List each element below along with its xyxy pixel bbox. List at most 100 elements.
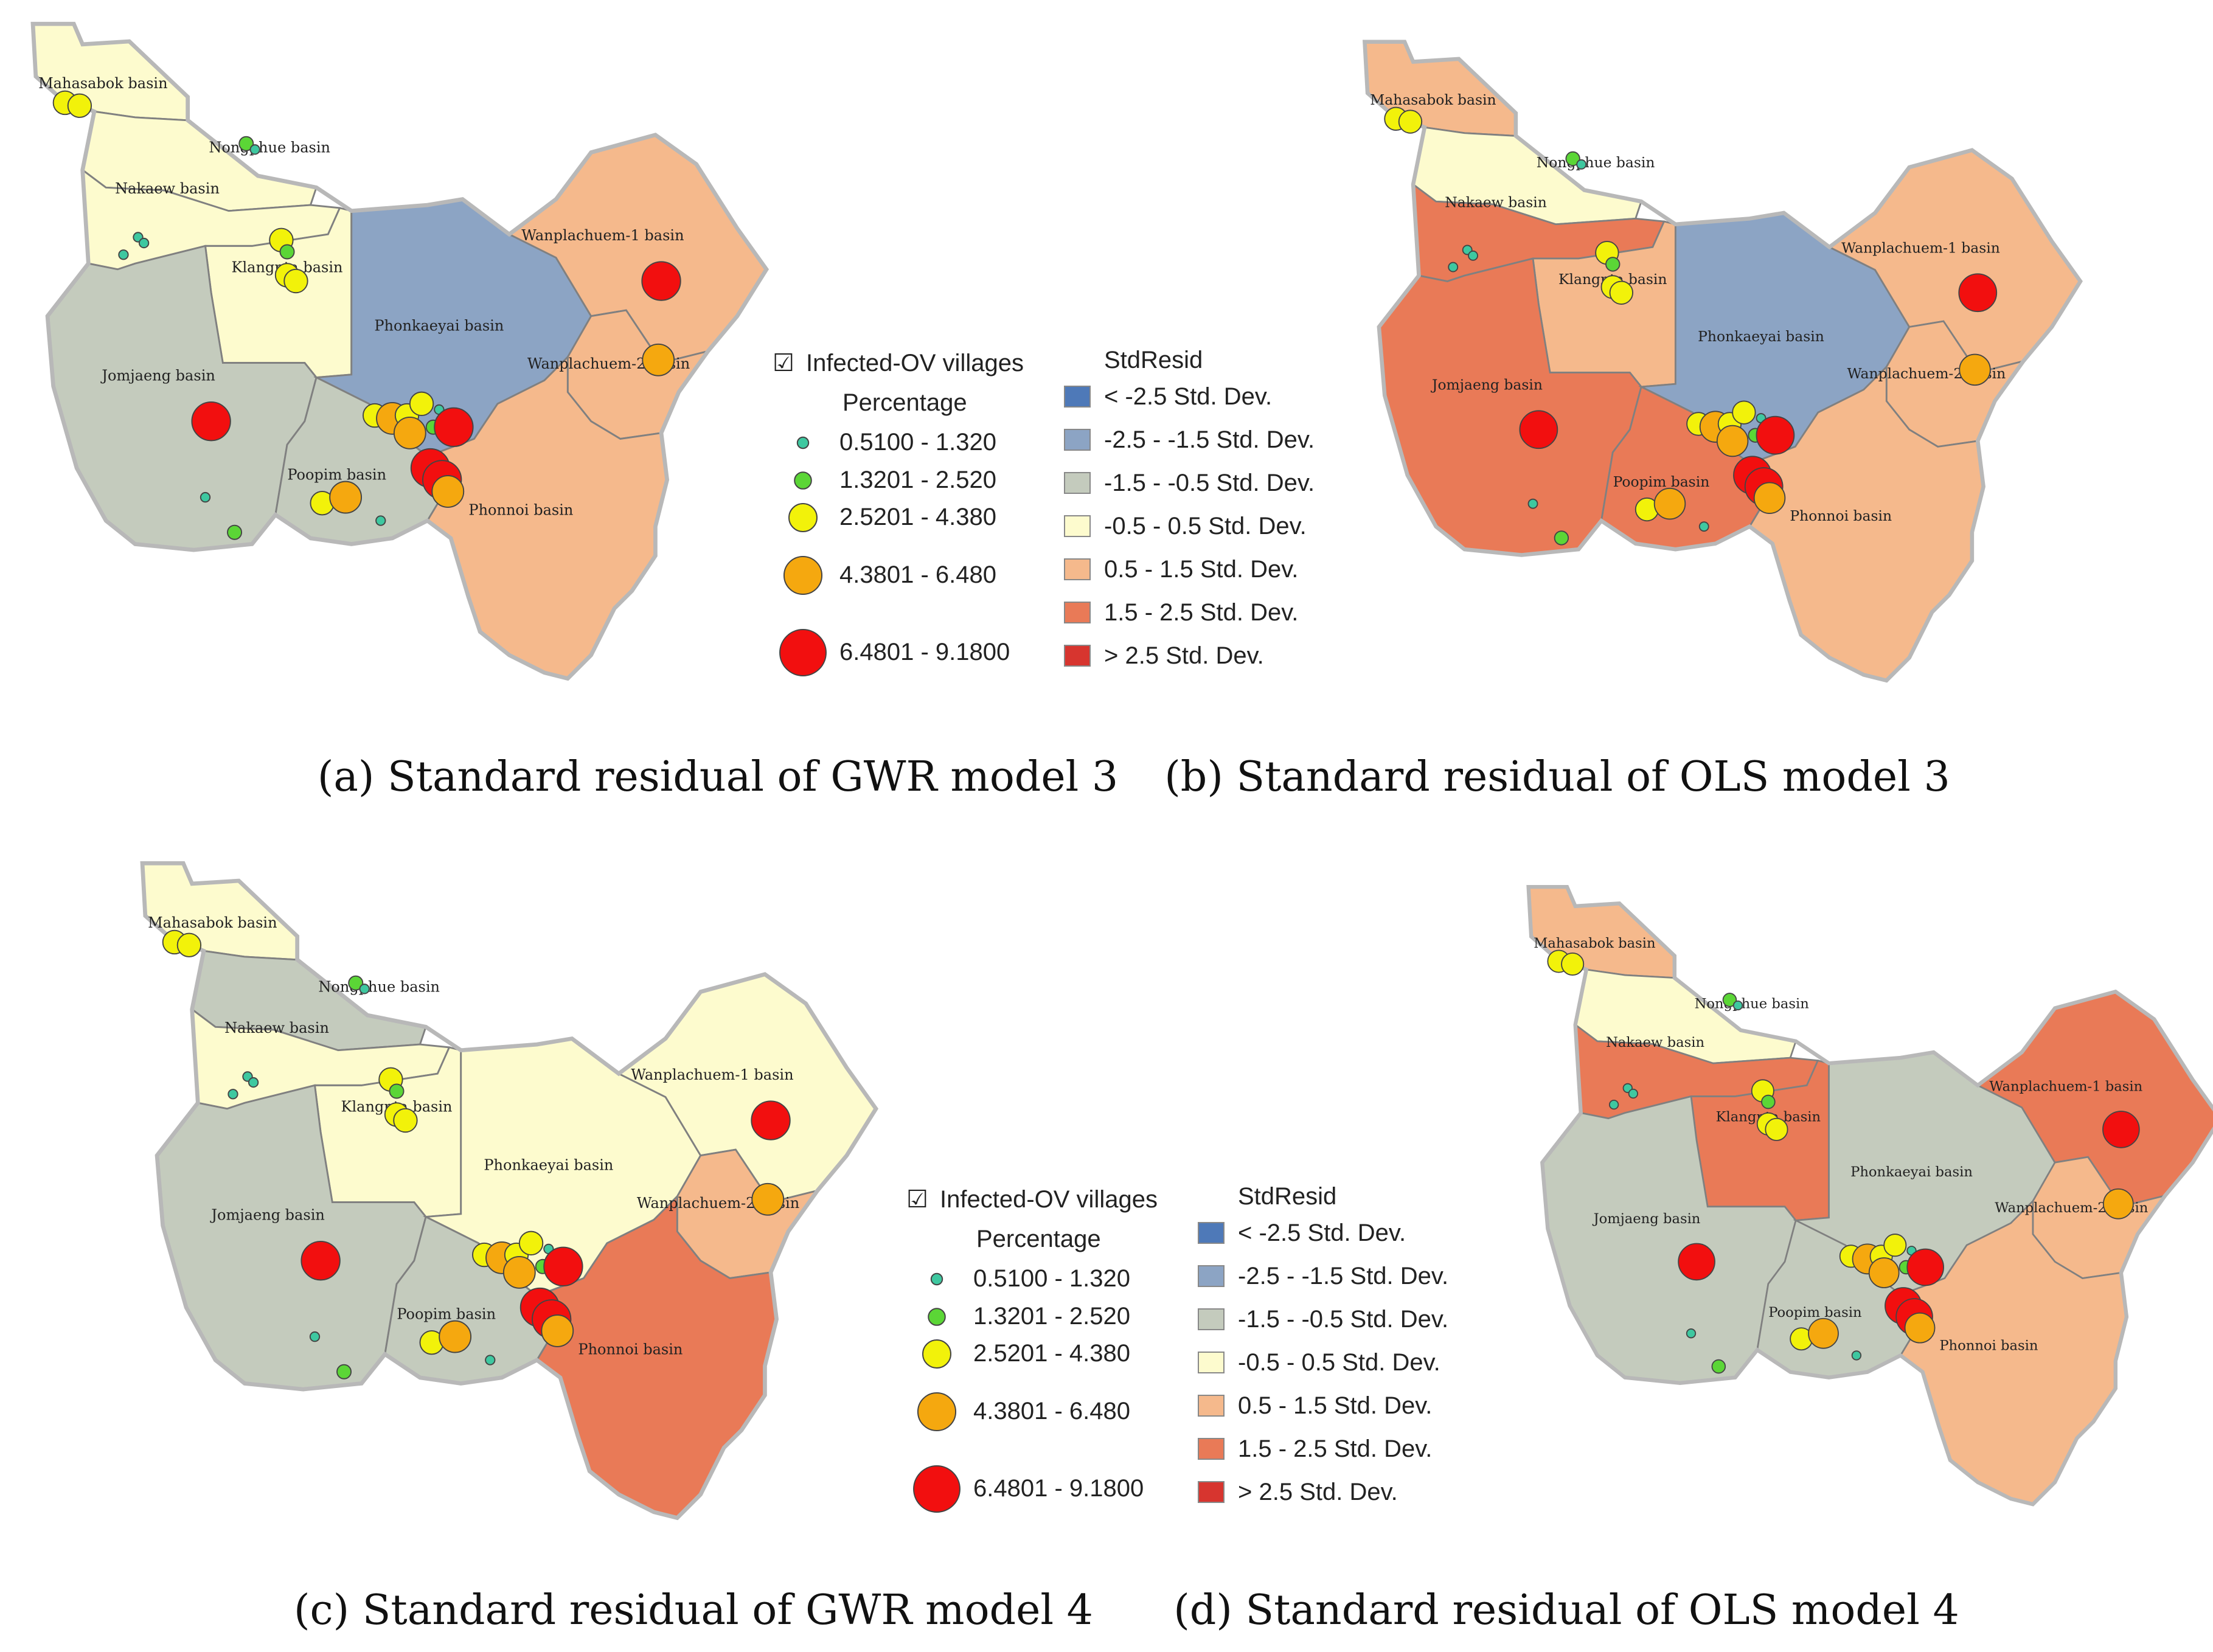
basin-label-wanplachuem1: Wanplachuem-1 basin — [631, 1066, 793, 1083]
map-panel-a: Mahasabok basin Nongphue basin Nakaew basi… — [30, 21, 770, 681]
legend-resid-label: -0.5 - 0.5 Std. Dev. — [1238, 1349, 1440, 1376]
village-point — [1851, 1350, 1862, 1361]
legend-layer-title: Infected-OV villages — [940, 1186, 1158, 1213]
legend-point-swatch — [779, 629, 827, 676]
basin-label-mahasarakham: Mahasabok basin — [38, 75, 168, 92]
legend-point-label: 0.5100 - 1.320 — [973, 1265, 1130, 1292]
legend-point-label: 2.5201 - 4.380 — [839, 504, 996, 530]
map-panel-d: Mahasabok basin Nongphue basin Nakaew basi… — [1526, 884, 2213, 1507]
village-point — [200, 491, 211, 503]
legend-point-label: 1.3201 - 2.520 — [973, 1303, 1130, 1330]
village-point — [1448, 262, 1459, 272]
basin-label-phonkaeyai: Phonkaeyai basin — [484, 1157, 613, 1174]
basin-label-nongphue: Nongphue basin — [209, 139, 330, 156]
legend-resid-label: -1.5 - -0.5 Std. Dev. — [1238, 1306, 1448, 1333]
legend-resid-label: 0.5 - 1.5 Std. Dev. — [1238, 1392, 1432, 1419]
village-point — [1959, 353, 1991, 386]
village-point — [348, 975, 364, 991]
layer-checkbox[interactable]: ☑ — [906, 1186, 928, 1213]
village-point — [375, 515, 386, 526]
legend-field-title: Percentage — [842, 389, 967, 416]
legend-resid-swatch — [1064, 645, 1091, 667]
legend-layer-title: Infected-OV villages — [806, 350, 1024, 377]
village-point — [1906, 1248, 1944, 1286]
village-point — [1398, 109, 1423, 134]
layer-checkbox[interactable]: ☑ — [773, 350, 794, 377]
village-point — [336, 1364, 352, 1380]
village-point — [301, 1240, 341, 1281]
village-point — [1765, 1117, 1788, 1141]
basin-label-wanplachuem1: Wanplachuem-1 basin — [1841, 240, 2000, 257]
basin-label-nakaew: Nakaew basin — [1606, 1035, 1704, 1050]
legend-resid-swatch — [1198, 1438, 1225, 1460]
village-point — [329, 481, 363, 514]
village-point — [1711, 1359, 1726, 1374]
caption-c: (c) Standard residual of GWR model 4 — [294, 1586, 1093, 1634]
legend-resid-label: > 2.5 Std. Dev. — [1104, 642, 1264, 669]
village-point — [389, 1083, 405, 1099]
village-point — [309, 1331, 321, 1342]
legend-resid-title: StdResid — [1238, 1183, 1336, 1210]
village-point — [439, 1320, 472, 1353]
map-panel-b: Mahasabok basin Nongphue basin Nakaew basi… — [1362, 40, 2083, 683]
village-point — [1756, 415, 1795, 455]
village-point — [1628, 1088, 1638, 1099]
legend-point-label: 1.3201 - 2.520 — [839, 467, 996, 493]
legend-resid-swatch — [1064, 602, 1091, 623]
legend-point-label: 4.3801 - 6.480 — [839, 561, 996, 588]
village-point — [283, 268, 308, 294]
basin-label-phonnoi: Phonnoi basin — [578, 1341, 683, 1358]
village-point — [543, 1246, 583, 1286]
village-point — [393, 416, 426, 449]
caption-a: (a) Standard residual of GWR model 3 — [318, 753, 1118, 801]
basin-label-wanplachuem1: Wanplachuem-1 basin — [521, 227, 684, 244]
village-point — [1883, 1234, 1907, 1257]
basin-label-mahasarakham: Mahasabok basin — [148, 914, 277, 931]
legend-resid-swatch — [1064, 558, 1091, 580]
basin-label-phonnoi: Phonnoi basin — [468, 501, 573, 518]
basin-label-nongphue: Nongphue basin — [1537, 154, 1655, 171]
village-point — [1554, 530, 1569, 546]
village-point — [1519, 410, 1558, 449]
basin-label-nakaew: Nakaew basin — [224, 1019, 329, 1036]
village-point — [1608, 1099, 1619, 1110]
village-point — [642, 343, 675, 377]
legend-c: ☑ Infected-OV villages Percentage 0.5100 - … — [906, 1183, 1448, 1513]
village-point — [191, 401, 231, 442]
village-point — [1678, 1243, 1715, 1281]
village-point — [751, 1182, 785, 1216]
basin-label-nakaew: Nakaew basin — [115, 180, 220, 197]
village-point — [67, 93, 92, 118]
legend-resid-swatch — [1064, 515, 1091, 537]
basin-label-poopim: Poopim basin — [287, 467, 386, 484]
basin-label-phonnoi: Phonnoi basin — [1790, 507, 1892, 524]
village-point — [1716, 425, 1749, 457]
village-point — [1686, 1328, 1697, 1339]
basin-label-phonnoi: Phonnoi basin — [1939, 1338, 2038, 1353]
legend-resid-swatch — [1198, 1481, 1225, 1503]
village-point — [249, 144, 260, 155]
village-point — [485, 1355, 496, 1366]
village-point — [1808, 1317, 1839, 1349]
village-point — [1605, 257, 1621, 272]
basin-label-phonkaeyai: Phonkaeyai basin — [1850, 1164, 1973, 1180]
legend-resid-swatch — [1064, 472, 1091, 494]
legend-point-swatch — [788, 503, 818, 532]
legend-resid-swatch — [1064, 429, 1091, 451]
legend-resid-label: 1.5 - 2.5 Std. Dev. — [1104, 599, 1298, 626]
village-point — [1958, 273, 1998, 313]
village-point — [176, 932, 202, 957]
legend-point-label: 6.4801 - 9.1800 — [839, 639, 1010, 665]
village-point — [1565, 151, 1580, 167]
village-point — [138, 237, 150, 249]
basin-label-phonkaeyai: Phonkaeyai basin — [374, 318, 504, 335]
legend-resid-label: 1.5 - 2.5 Std. Dev. — [1238, 1435, 1432, 1462]
village-point — [751, 1100, 791, 1140]
legend-resid-label: < -2.5 Std. Dev. — [1238, 1220, 1406, 1246]
caption-b: (b) Standard residual of OLS model 3 — [1164, 753, 1950, 801]
legend-point-label: 4.3801 - 6.480 — [973, 1398, 1130, 1425]
basin-label-poopim: Poopim basin — [397, 1306, 496, 1323]
legend-point-swatch — [783, 555, 823, 595]
legend-a: ☑ Infected-OV villages Percentage 0.5100 - … — [773, 347, 1315, 676]
